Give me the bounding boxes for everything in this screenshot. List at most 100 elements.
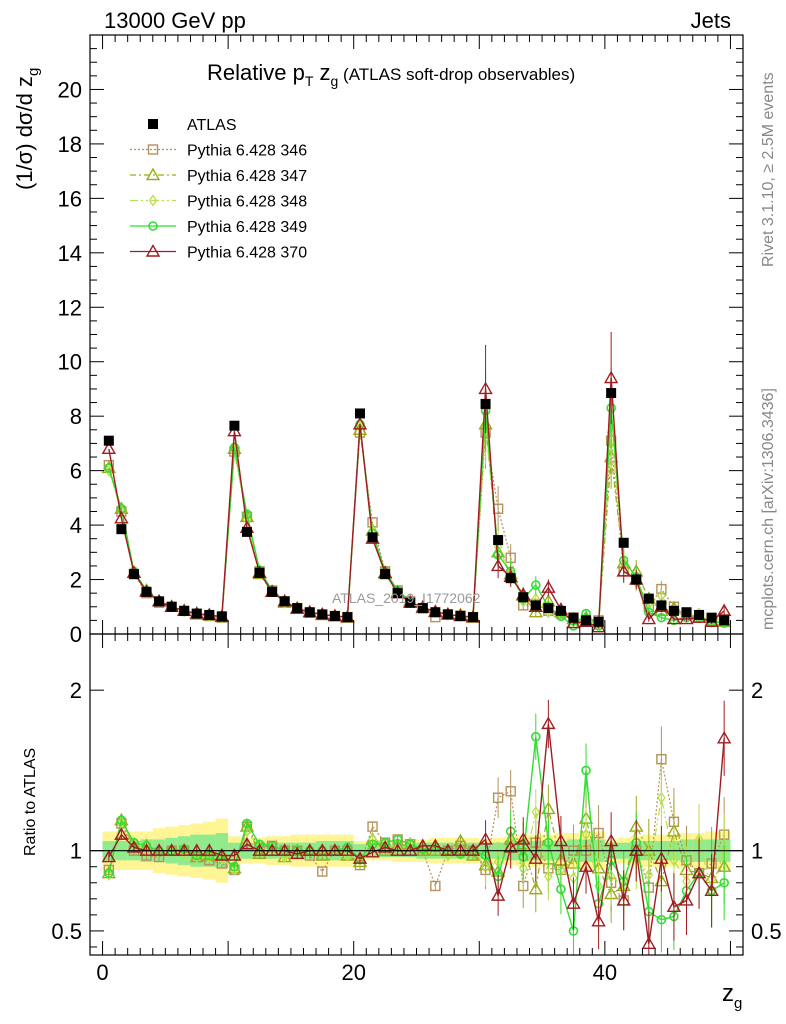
ratio-point (227, 848, 242, 861)
data-point (241, 526, 252, 537)
data-point (329, 611, 340, 622)
x-tick-label: 40 (593, 960, 617, 985)
y-axis-label-main-sub: g (25, 67, 42, 77)
ratio-point (327, 843, 343, 856)
data-point (254, 567, 265, 578)
legend-label: Pythia 6.428 346 (187, 143, 307, 160)
data-point (706, 612, 717, 623)
legend-entry: Pythia 6.428 370 (130, 244, 307, 262)
ratio-point (656, 914, 667, 925)
data-point (442, 609, 453, 620)
legend-marker (147, 144, 159, 155)
series-atlas (103, 388, 730, 627)
ratio-point (453, 843, 468, 856)
ratio-y-tick-label-right: 1 (751, 839, 763, 864)
data-point (616, 563, 631, 577)
data-point (606, 388, 617, 399)
ratio-point (104, 868, 114, 881)
y-axis-label-main: (1/σ) dσ/d zg (12, 68, 42, 190)
data-point (593, 616, 604, 627)
data-point (644, 607, 654, 618)
data-point (719, 615, 730, 626)
ratio-point (264, 843, 280, 856)
data-point (666, 611, 682, 625)
data-point (505, 573, 516, 584)
ratio-point (355, 854, 365, 867)
data-point (631, 574, 642, 585)
data-point (392, 588, 403, 599)
data-point (204, 609, 215, 620)
plot-title: Relative pT zg (ATLAS soft-drop observab… (207, 60, 575, 89)
ratio-point (644, 868, 654, 881)
data-point (154, 596, 165, 607)
legend-label: Pythia 6.428 349 (187, 219, 307, 236)
ratio-point (656, 753, 667, 765)
header-left: 13000 GeV pp (104, 8, 246, 33)
ratio-y-tick-label-right: 2 (751, 678, 763, 703)
ratio-point (101, 849, 117, 863)
ratio-point (543, 837, 554, 848)
ratio-point (377, 843, 393, 856)
x-axis-label-text: z (722, 980, 734, 1007)
title-sub-t: T (304, 73, 314, 89)
data-point (279, 596, 290, 607)
ratio-point (566, 896, 581, 909)
data-point (468, 612, 479, 623)
data-point (641, 611, 657, 625)
ratio-point (669, 854, 679, 867)
data-point (354, 408, 365, 419)
data-point (103, 435, 114, 446)
data-point (292, 603, 303, 614)
ratio-point (603, 833, 619, 847)
data-point (541, 580, 556, 593)
ratio-point (114, 827, 129, 840)
ratio-point (581, 765, 591, 776)
ratio-point (202, 843, 217, 856)
data-point (104, 464, 114, 477)
ratio-point (716, 730, 732, 744)
title-sub-g: g (330, 73, 339, 89)
ratio-point (151, 843, 167, 856)
ratio-point (430, 880, 441, 892)
ratio-series-pythia-6-428-370 (101, 699, 732, 955)
data-point (716, 603, 732, 617)
ratio-point (390, 843, 405, 856)
ratio-point (164, 843, 179, 856)
y-axis-label-main-text: (1/σ) dσ/d z (12, 76, 37, 190)
data-point (530, 600, 541, 611)
data-point (656, 612, 667, 623)
ratio-point (340, 843, 355, 856)
legend-entry: Pythia 6.428 349 (130, 219, 307, 236)
data-point (643, 593, 654, 604)
legend-marker (145, 167, 161, 181)
data-point (668, 605, 679, 616)
data-point (543, 603, 554, 614)
series-layer (101, 331, 732, 955)
ratio-point (679, 893, 694, 906)
ratio-point (343, 849, 352, 862)
data-point (679, 611, 694, 625)
ratio-point (126, 840, 142, 853)
ratio-point (581, 828, 591, 841)
ratio-point (541, 716, 556, 730)
data-point (101, 441, 117, 455)
y-tick-label: 18 (58, 132, 82, 157)
ratio-point (556, 884, 566, 894)
legend: ATLAS Pythia 6.428 346 Pythia 6.428 347 Pyt… (130, 117, 307, 262)
ratio-point (367, 821, 378, 832)
x-axis-label: zg (722, 980, 742, 1012)
data-point (555, 605, 566, 616)
ratio-point (229, 861, 240, 872)
x-axis-label-sub: g (734, 995, 743, 1012)
data-point (304, 607, 315, 618)
data-point (568, 612, 579, 623)
data-point (267, 586, 278, 597)
data-point (603, 370, 619, 384)
ratio-point (641, 936, 657, 949)
y-tick-label: 6 (70, 459, 82, 484)
ratio-point (528, 851, 544, 864)
ratio-point (176, 843, 192, 856)
ratio-point (492, 792, 504, 803)
data-point (216, 611, 227, 622)
ratio-point (456, 847, 465, 861)
